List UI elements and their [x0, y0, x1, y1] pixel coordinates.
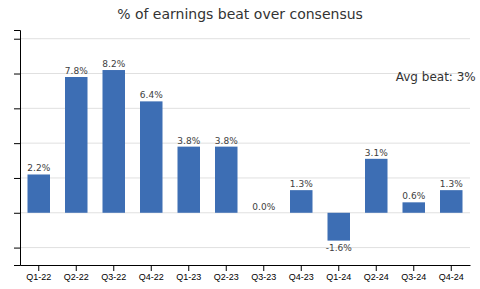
x-tick-label: Q4-23: [289, 272, 314, 282]
data-label: 2.2%: [27, 163, 50, 173]
y-tick-mark: [14, 74, 20, 75]
x-axis-line: [21, 265, 471, 266]
bar: [253, 212, 276, 213]
x-tick-mark: [113, 265, 114, 271]
x-tick-label: Q2-23: [214, 272, 239, 282]
y-axis: [14, 31, 21, 266]
x-tick: Q1-22: [26, 265, 51, 282]
x-tick-mark: [76, 265, 77, 271]
x-tick: Q4-24: [439, 265, 464, 282]
y-axis-line: [14, 31, 21, 266]
bar: [328, 213, 351, 241]
x-tick-label: Q2-22: [64, 272, 89, 282]
y-tick: [14, 143, 20, 144]
data-label: 0.0%: [252, 202, 275, 212]
y-tick-mark: [14, 108, 20, 109]
bar: [178, 147, 201, 213]
y-tick: [14, 74, 20, 75]
y-tick: [14, 178, 20, 179]
bar: [365, 159, 388, 213]
data-label: 8.2%: [102, 59, 125, 69]
x-tick: Q2-23: [214, 265, 239, 282]
x-tick-label: Q3-22: [101, 272, 126, 282]
x-tick-label: Q1-23: [176, 272, 201, 282]
x-tick: Q3-22: [101, 265, 126, 282]
x-tick: Q3-23: [251, 265, 276, 282]
y-tick: [14, 39, 20, 40]
x-tick-label: Q4-24: [439, 272, 464, 282]
x-tick-mark: [263, 265, 264, 271]
x-tick-label: Q1-22: [26, 272, 51, 282]
bar: [65, 77, 88, 213]
x-tick-mark: [338, 265, 339, 271]
y-tick-mark: [14, 213, 20, 214]
plot: Q1-22 Q2-22 Q3-22 Q4-22 Q1-23 Q2-23 Q3-23 Q4-23…: [14, 31, 471, 283]
title: % of earnings beat over consensus: [117, 6, 363, 22]
x-tick-mark: [188, 265, 189, 271]
data-labels: 2.2% 7.8% 8.2% 6.4% 3.8% 3.8% 0.0% 1.3% -1.6% 3.1…: [27, 59, 463, 253]
x-tick-mark: [376, 265, 377, 271]
data-label: 1.3%: [290, 179, 313, 189]
x-tick-mark: [151, 265, 152, 271]
y-tick-mark: [14, 178, 20, 179]
x-tick: Q3-24: [401, 265, 426, 282]
x-tick-label: Q3-23: [251, 272, 276, 282]
y-tick-mark: [14, 143, 20, 144]
x-tick: Q2-22: [64, 265, 89, 282]
x-tick-label: Q1-24: [326, 272, 351, 282]
data-label: 3.8%: [215, 136, 238, 146]
y-tick-mark: [14, 248, 20, 249]
chart: Q1-22 Q2-22 Q3-22 Q4-22 Q1-23 Q2-23 Q3-23 Q4-23…: [0, 0, 480, 289]
bars: [28, 70, 463, 241]
x-tick: Q4-22: [139, 265, 164, 282]
data-label: 7.8%: [65, 66, 88, 76]
y-tick: [14, 213, 20, 214]
y-tick-mark: [14, 39, 20, 40]
bar: [28, 174, 51, 212]
x-axis: Q1-22 Q2-22 Q3-22 Q4-22 Q1-23 Q2-23 Q3-23 Q4-23…: [21, 265, 471, 282]
bar: [290, 190, 313, 213]
x-tick: Q1-23: [176, 265, 201, 282]
data-label: 6.4%: [140, 90, 163, 100]
x-tick: Q2-24: [364, 265, 389, 282]
annotation: Avg beat: 3%: [396, 70, 476, 84]
bar: [440, 190, 463, 213]
x-tick-mark: [451, 265, 452, 271]
grid-line: [20, 247, 470, 248]
x-tick: Q4-23: [289, 265, 314, 282]
x-tick-label: Q2-24: [364, 272, 389, 282]
data-label: 0.6%: [402, 191, 425, 201]
x-tick: Q1-24: [326, 265, 351, 282]
data-label: -1.6%: [326, 243, 353, 253]
x-tick-mark: [301, 265, 302, 271]
x-tick-mark: [38, 265, 39, 271]
x-tick-mark: [413, 265, 414, 271]
y-tick: [14, 108, 20, 109]
bar: [140, 101, 163, 212]
bar: [403, 202, 426, 212]
data-label: 3.1%: [365, 148, 388, 158]
data-label: 3.8%: [177, 136, 200, 146]
y-tick: [14, 248, 20, 249]
bar: [103, 70, 126, 213]
data-label: 1.3%: [440, 179, 463, 189]
x-tick-mark: [226, 265, 227, 271]
bar: [215, 147, 238, 213]
grid-line: [20, 38, 470, 39]
x-tick-label: Q4-22: [139, 272, 164, 282]
x-tick-label: Q3-24: [401, 272, 426, 282]
